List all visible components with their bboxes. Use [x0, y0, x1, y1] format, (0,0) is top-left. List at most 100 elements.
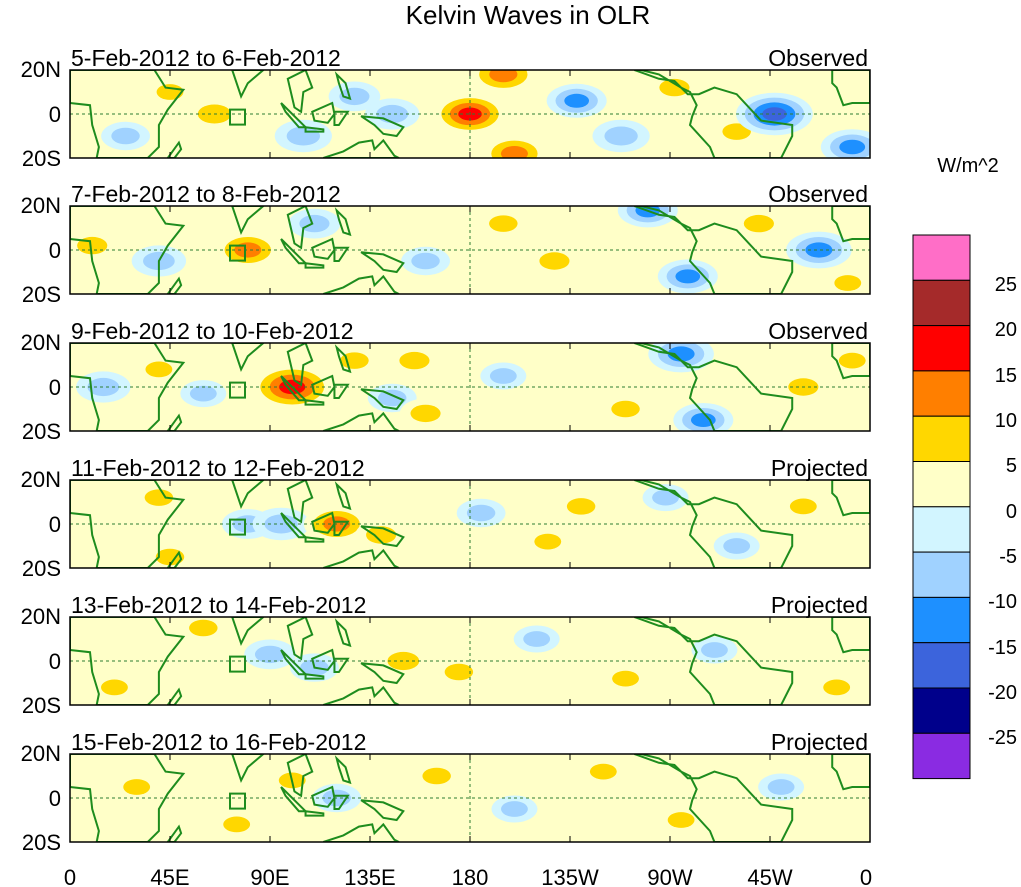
colorbar-level-label: 15	[995, 365, 1017, 387]
x-axis: 0 45E 90E 135E 180 135W 90W 45W 0	[64, 865, 872, 887]
x-tick-label: 90W	[647, 865, 692, 887]
coastline	[311, 374, 336, 397]
anomaly-blob	[673, 403, 734, 431]
colorbar-swatch	[912, 415, 971, 463]
y-tick-label: 20N	[21, 193, 61, 218]
anomaly-contour	[805, 242, 833, 258]
y-tick-label: 20S	[22, 282, 61, 307]
y-tick-label: 0	[49, 102, 61, 127]
panel-date-range: 7-Feb-2012 to 8-Feb-2012	[71, 181, 341, 207]
anomaly-contour	[652, 489, 679, 506]
anomaly-contour	[387, 651, 420, 671]
anomaly-contour	[410, 404, 441, 423]
coastline	[231, 70, 265, 99]
panel-status: Projected	[771, 592, 868, 618]
coastline	[70, 343, 186, 431]
reference-box	[229, 108, 246, 126]
y-tick-label: 20N	[21, 330, 61, 355]
anomaly-blob	[556, 492, 606, 521]
coastline	[286, 206, 314, 250]
coastline	[334, 755, 352, 785]
panel: 13-Feb-2012 to 14-Feb-2012 Projected 20N 0 2…	[21, 592, 871, 718]
colorbar-level-label: 10	[995, 410, 1017, 432]
coastline	[634, 70, 794, 158]
coastline	[166, 824, 183, 842]
anomaly-blob	[213, 810, 260, 838]
anomaly-contour	[422, 767, 451, 785]
anomaly-blob	[412, 761, 462, 791]
anomaly-blob	[180, 380, 227, 408]
coastline	[304, 673, 325, 680]
anomaly-blob	[642, 484, 689, 512]
anomaly-blob	[113, 773, 160, 801]
anomaly-contour	[604, 126, 638, 146]
anomaly-blob	[214, 231, 281, 269]
y-tick-label: 0	[49, 786, 61, 811]
anomaly-contour	[564, 93, 590, 108]
y-tick-label: 0	[49, 512, 61, 537]
coastline	[231, 617, 265, 646]
reference-box	[229, 518, 246, 536]
anomaly-blob	[592, 119, 650, 153]
anomaly-blob	[134, 483, 184, 512]
coastline	[304, 126, 325, 133]
anomaly-blob	[288, 208, 341, 239]
anomaly-contour	[156, 84, 184, 100]
colorbar-level-label: 20	[995, 319, 1017, 341]
reference-box	[229, 792, 246, 810]
coastline	[360, 251, 405, 274]
colorbar-swatch	[912, 551, 971, 598]
anomaly-contour	[155, 548, 185, 566]
panels-group: 5-Feb-2012 to 6-Feb-2012 Observed20N020S7…	[21, 45, 871, 855]
coastline	[304, 536, 325, 543]
coastline	[311, 101, 336, 124]
coastline	[231, 480, 265, 509]
y-tick-label: 20N	[21, 57, 61, 82]
coastline	[286, 480, 314, 524]
coastline	[70, 480, 186, 568]
x-tick-label: 0	[860, 865, 872, 887]
coastline	[166, 687, 183, 705]
anomaly-blob	[456, 498, 506, 528]
y-tick-label: 20S	[22, 146, 61, 171]
colorbar-swatch	[912, 732, 971, 780]
y-tick-label: 20S	[22, 556, 61, 581]
anomaly-blob	[602, 665, 649, 693]
anomaly-blob	[434, 657, 484, 687]
x-tick-label: 135W	[541, 865, 599, 887]
anomaly-blob	[546, 83, 607, 118]
anomaly-contour	[659, 78, 690, 97]
anomaly-contour	[789, 498, 817, 515]
coastline	[333, 110, 350, 126]
coastline	[334, 481, 352, 511]
coastline	[166, 413, 183, 431]
anomaly-contour	[767, 779, 795, 795]
coastline	[333, 520, 350, 536]
coastline	[166, 140, 183, 158]
coastline	[70, 754, 186, 842]
anomaly-contour	[701, 642, 728, 658]
reference-box	[229, 244, 246, 262]
coastline	[334, 207, 352, 237]
panel: 5-Feb-2012 to 6-Feb-2012 Observed 20N 0 20S	[21, 45, 871, 171]
chart-title: Kelvin Waves in OLR	[406, 0, 651, 30]
anomaly-contour	[743, 214, 774, 233]
colorbar-level-label: 0	[1006, 501, 1017, 523]
coastline	[304, 262, 325, 269]
anomaly-contour	[411, 252, 440, 270]
anomaly-blob	[388, 345, 441, 376]
anomaly-contour	[145, 361, 173, 378]
anomaly-blob	[513, 625, 560, 653]
y-tick-label: 0	[49, 649, 61, 674]
coastline	[304, 810, 325, 817]
anomaly-contour	[539, 252, 570, 270]
coastlines	[70, 480, 870, 568]
anomaly-contour	[376, 104, 409, 124]
coastline	[280, 649, 308, 676]
panel-status: Observed	[768, 45, 868, 71]
coastline	[231, 206, 265, 235]
y-tick-label: 20S	[22, 419, 61, 444]
reference-box	[229, 655, 246, 673]
coastline	[304, 399, 325, 406]
